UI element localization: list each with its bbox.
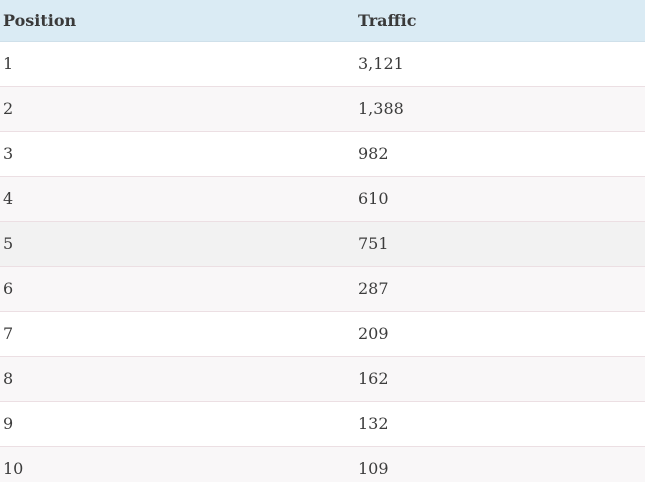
cell-position: 6 [3,279,14,298]
cell-traffic: 162 [358,369,389,388]
cell-position: 4 [3,189,14,208]
cell-position: 2 [3,99,14,118]
cell-traffic: 1,388 [358,99,404,118]
cell-position: 3 [3,144,14,163]
cell-position: 7 [3,324,14,343]
table-row: 10 109 [0,446,645,482]
table-row: 5 751 [0,221,645,266]
cell-traffic: 109 [358,459,389,478]
header-row: Position Traffic [0,0,645,42]
table-row: 2 1,388 [0,86,645,131]
table-body: 1 3,121 2 1,388 3 982 4 610 5 751 6 287 [0,41,645,482]
header-traffic: Traffic [355,0,645,42]
cell-position: 8 [3,369,14,388]
table-row: 4 610 [0,176,645,221]
table-row: 3 982 [0,131,645,176]
cell-traffic: 287 [358,279,389,298]
cell-traffic: 610 [358,189,389,208]
cell-traffic: 982 [358,144,389,163]
cell-traffic: 132 [358,414,389,433]
cell-traffic: 751 [358,234,389,253]
cell-position: 9 [3,414,14,433]
cell-traffic: 3,121 [358,54,404,73]
cell-position: 1 [3,54,14,73]
header-position: Position [0,0,355,42]
cell-traffic: 209 [358,324,389,343]
table-row: 1 3,121 [0,41,645,86]
table-row: 9 132 [0,401,645,446]
cell-position: 10 [3,459,24,478]
table-row: 8 162 [0,356,645,401]
table-row: 7 209 [0,311,645,356]
table-header: Position Traffic [0,0,645,42]
table-row: 6 287 [0,266,645,311]
cell-position: 5 [3,234,14,253]
